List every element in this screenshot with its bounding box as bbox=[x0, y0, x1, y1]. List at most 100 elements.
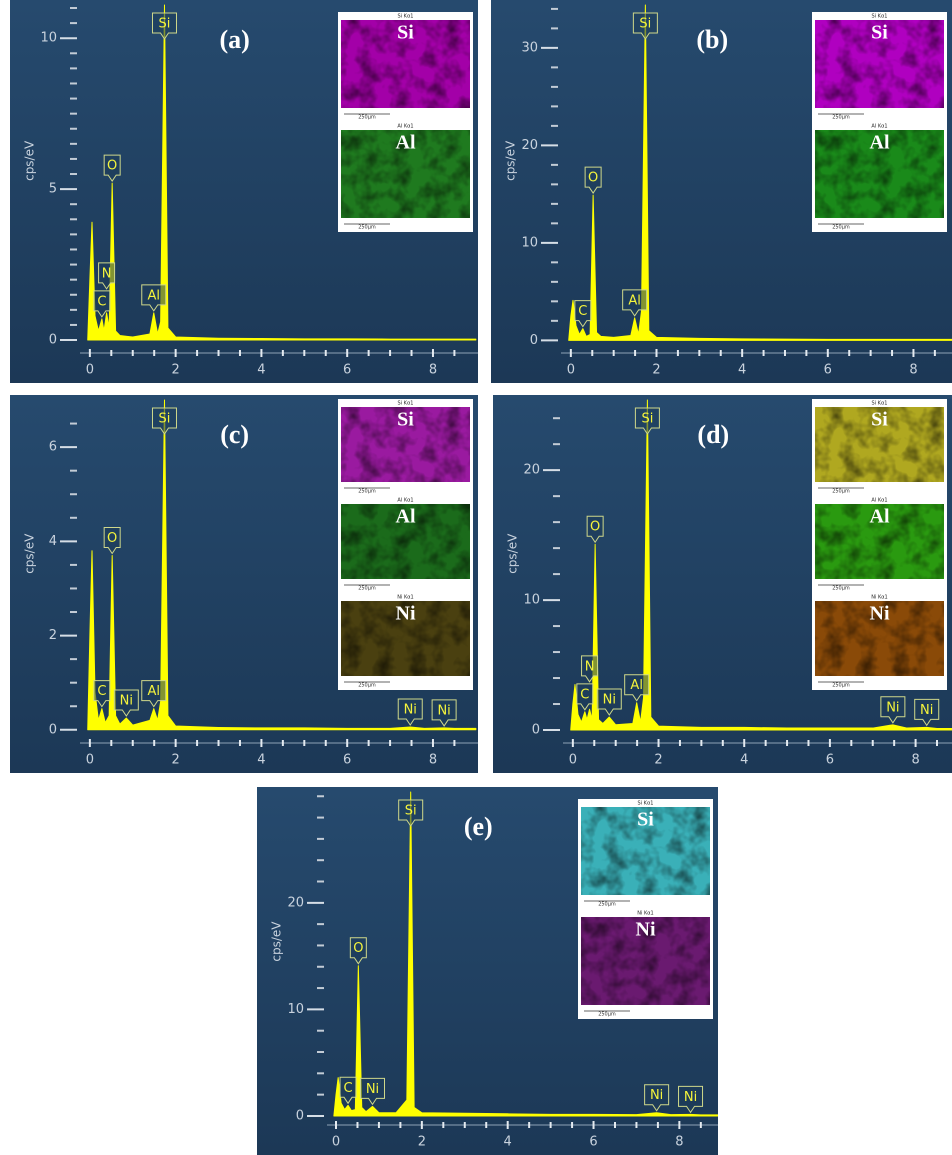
scale-text: 250µm bbox=[358, 225, 376, 231]
map-element: Al bbox=[870, 506, 890, 528]
y-tick-label: 10 bbox=[521, 235, 538, 250]
y-tick-label: 10 bbox=[523, 593, 540, 608]
map-element: Al bbox=[870, 132, 890, 154]
x-tick-label: 2 bbox=[418, 1135, 426, 1150]
panel-title: (b) bbox=[696, 25, 728, 54]
y-tick-label: 6 bbox=[49, 440, 57, 455]
y-tick-label: 0 bbox=[49, 333, 57, 348]
map-title: Si Kα1 bbox=[398, 401, 414, 407]
x-tick-label: 0 bbox=[86, 753, 94, 768]
map-title: Si Kα1 bbox=[872, 401, 888, 407]
x-tick-label: 4 bbox=[504, 1135, 512, 1150]
y-axis-title: cps/eV bbox=[23, 533, 37, 574]
scale-text: 250µm bbox=[358, 586, 376, 592]
peak-label: N bbox=[585, 659, 595, 674]
x-tick-label: 4 bbox=[257, 363, 265, 378]
map-title: Al Kα1 bbox=[871, 124, 887, 130]
x-tick-label: 2 bbox=[652, 363, 660, 378]
y-tick-label: 0 bbox=[296, 1108, 304, 1123]
scale-text: 250µm bbox=[358, 115, 376, 121]
peak-label: O bbox=[107, 159, 117, 174]
peak-label: Al bbox=[628, 293, 641, 308]
map-title: Ni Kα1 bbox=[637, 911, 653, 917]
map-element: Al bbox=[396, 506, 416, 528]
map-title: Ni Kα1 bbox=[871, 595, 887, 601]
y-tick-label: 4 bbox=[49, 534, 57, 549]
x-tick-label: 8 bbox=[429, 363, 437, 378]
peak-label: Ni bbox=[603, 693, 616, 708]
x-tick-label: 6 bbox=[343, 753, 351, 768]
peak-label: Si bbox=[159, 412, 171, 427]
peak-label: C bbox=[580, 687, 589, 702]
peak-label: Si bbox=[405, 804, 417, 819]
panel-title: (e) bbox=[464, 812, 493, 841]
peak-label: O bbox=[107, 531, 117, 546]
peak-label: C bbox=[97, 684, 106, 699]
scale-text: 250µm bbox=[832, 489, 850, 495]
x-tick-label: 8 bbox=[429, 753, 437, 768]
peak-label: N bbox=[102, 266, 112, 281]
x-tick-label: 2 bbox=[171, 363, 179, 378]
x-tick-label: 2 bbox=[171, 753, 179, 768]
y-axis-title: cps/eV bbox=[270, 921, 284, 962]
peak-label: Ni bbox=[366, 1082, 379, 1097]
peak-label: Si bbox=[641, 412, 653, 427]
peak-label: Si bbox=[159, 17, 171, 32]
x-tick-label: 6 bbox=[589, 1135, 597, 1150]
peak-label: Ni bbox=[920, 703, 933, 718]
map-title: Al Kα1 bbox=[871, 498, 887, 504]
scale-text: 250µm bbox=[832, 683, 850, 689]
x-tick-label: 6 bbox=[824, 363, 832, 378]
x-tick-label: 6 bbox=[826, 753, 834, 768]
map-element: Al bbox=[396, 132, 416, 154]
map-element: Si bbox=[871, 409, 888, 431]
y-tick-label: 20 bbox=[521, 138, 538, 153]
map-element: Si bbox=[637, 809, 654, 831]
map-title: Ni Kα1 bbox=[397, 595, 413, 601]
map-title: Al Kα1 bbox=[397, 124, 413, 130]
y-tick-label: 5 bbox=[49, 182, 57, 197]
x-tick-label: 0 bbox=[332, 1135, 340, 1150]
x-tick-label: 0 bbox=[86, 363, 94, 378]
peak-label: Ni bbox=[404, 702, 417, 717]
y-tick-label: 2 bbox=[49, 628, 57, 643]
y-tick-label: 30 bbox=[521, 40, 538, 55]
peak-label: Al bbox=[630, 678, 643, 693]
peak-label: Ni bbox=[120, 694, 133, 709]
map-title: Al Kα1 bbox=[397, 498, 413, 504]
peak-label: C bbox=[97, 294, 106, 309]
peak-label: Ni bbox=[650, 1088, 663, 1103]
y-tick-label: 10 bbox=[40, 31, 57, 46]
scale-text: 250µm bbox=[358, 683, 376, 689]
peak-label: Al bbox=[148, 288, 161, 303]
scale-text: 250µm bbox=[598, 1012, 616, 1018]
map-element: Ni bbox=[870, 603, 890, 625]
x-tick-label: 8 bbox=[909, 363, 917, 378]
scale-text: 250µm bbox=[358, 489, 376, 495]
panel: 01020cps/eV02468CNONiAlSiNiNi(d)Si Kα1Si… bbox=[493, 395, 952, 773]
x-tick-label: 8 bbox=[675, 1135, 683, 1150]
map-element: Ni bbox=[396, 603, 416, 625]
x-tick-label: 4 bbox=[740, 753, 748, 768]
peak-label: C bbox=[578, 304, 587, 319]
y-tick-label: 20 bbox=[523, 463, 540, 478]
x-tick-label: 2 bbox=[654, 753, 662, 768]
map-element: Si bbox=[397, 22, 414, 44]
y-tick-label: 10 bbox=[287, 1002, 304, 1017]
scale-text: 250µm bbox=[832, 115, 850, 121]
map-title: Si Kα1 bbox=[398, 14, 414, 20]
scale-text: 250µm bbox=[598, 902, 616, 908]
map-title: Si Kα1 bbox=[638, 801, 654, 807]
scale-text: 250µm bbox=[832, 586, 850, 592]
y-tick-label: 20 bbox=[287, 895, 304, 910]
peak-label: Al bbox=[148, 684, 161, 699]
peak-label: O bbox=[353, 941, 363, 956]
peak-label: C bbox=[343, 1081, 352, 1096]
map-element: Ni bbox=[636, 919, 656, 941]
figure: 0510cps/eV02468CNOAlSi(a)Si Kα1Si250µmAl… bbox=[0, 0, 952, 1155]
x-tick-label: 6 bbox=[343, 363, 351, 378]
map-element: Si bbox=[397, 409, 414, 431]
x-tick-label: 0 bbox=[569, 753, 577, 768]
